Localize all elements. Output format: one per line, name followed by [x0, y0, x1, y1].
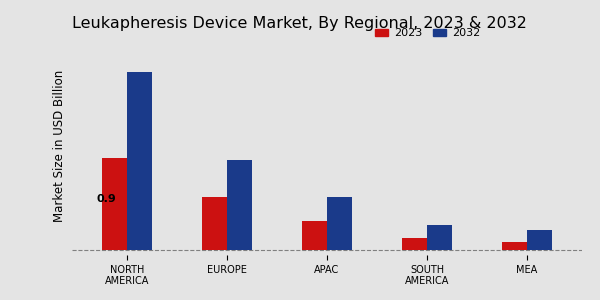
- Bar: [102, 158, 127, 250]
- Legend: 2023, 2032: 2023, 2032: [370, 24, 485, 43]
- Bar: [427, 226, 452, 250]
- Bar: [402, 238, 427, 250]
- Bar: [502, 242, 527, 250]
- Text: Leukapheresis Device Market, By Regional, 2023 & 2032: Leukapheresis Device Market, By Regional…: [72, 16, 527, 31]
- Bar: [302, 221, 327, 250]
- Y-axis label: Market Size in USD Billion: Market Size in USD Billion: [53, 69, 67, 222]
- Bar: [227, 160, 252, 250]
- Bar: [527, 230, 552, 250]
- Text: 0.9: 0.9: [97, 194, 116, 205]
- Bar: [202, 197, 227, 250]
- Bar: [327, 197, 352, 250]
- Bar: [127, 72, 152, 250]
